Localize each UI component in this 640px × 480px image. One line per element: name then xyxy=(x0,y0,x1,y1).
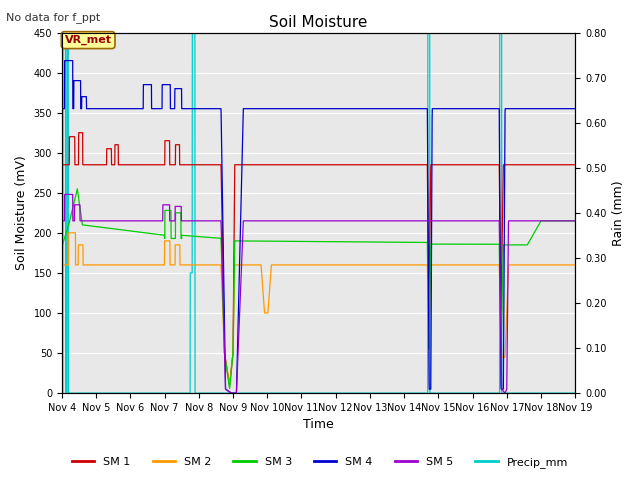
Y-axis label: Soil Moisture (mV): Soil Moisture (mV) xyxy=(15,156,28,270)
Text: VR_met: VR_met xyxy=(65,35,111,45)
Y-axis label: Rain (mm): Rain (mm) xyxy=(612,180,625,246)
Text: No data for f_ppt: No data for f_ppt xyxy=(6,12,100,23)
X-axis label: Time: Time xyxy=(303,419,334,432)
Title: Soil Moisture: Soil Moisture xyxy=(269,15,368,30)
Legend: SM 1, SM 2, SM 3, SM 4, SM 5, Precip_mm: SM 1, SM 2, SM 3, SM 4, SM 5, Precip_mm xyxy=(68,452,572,472)
